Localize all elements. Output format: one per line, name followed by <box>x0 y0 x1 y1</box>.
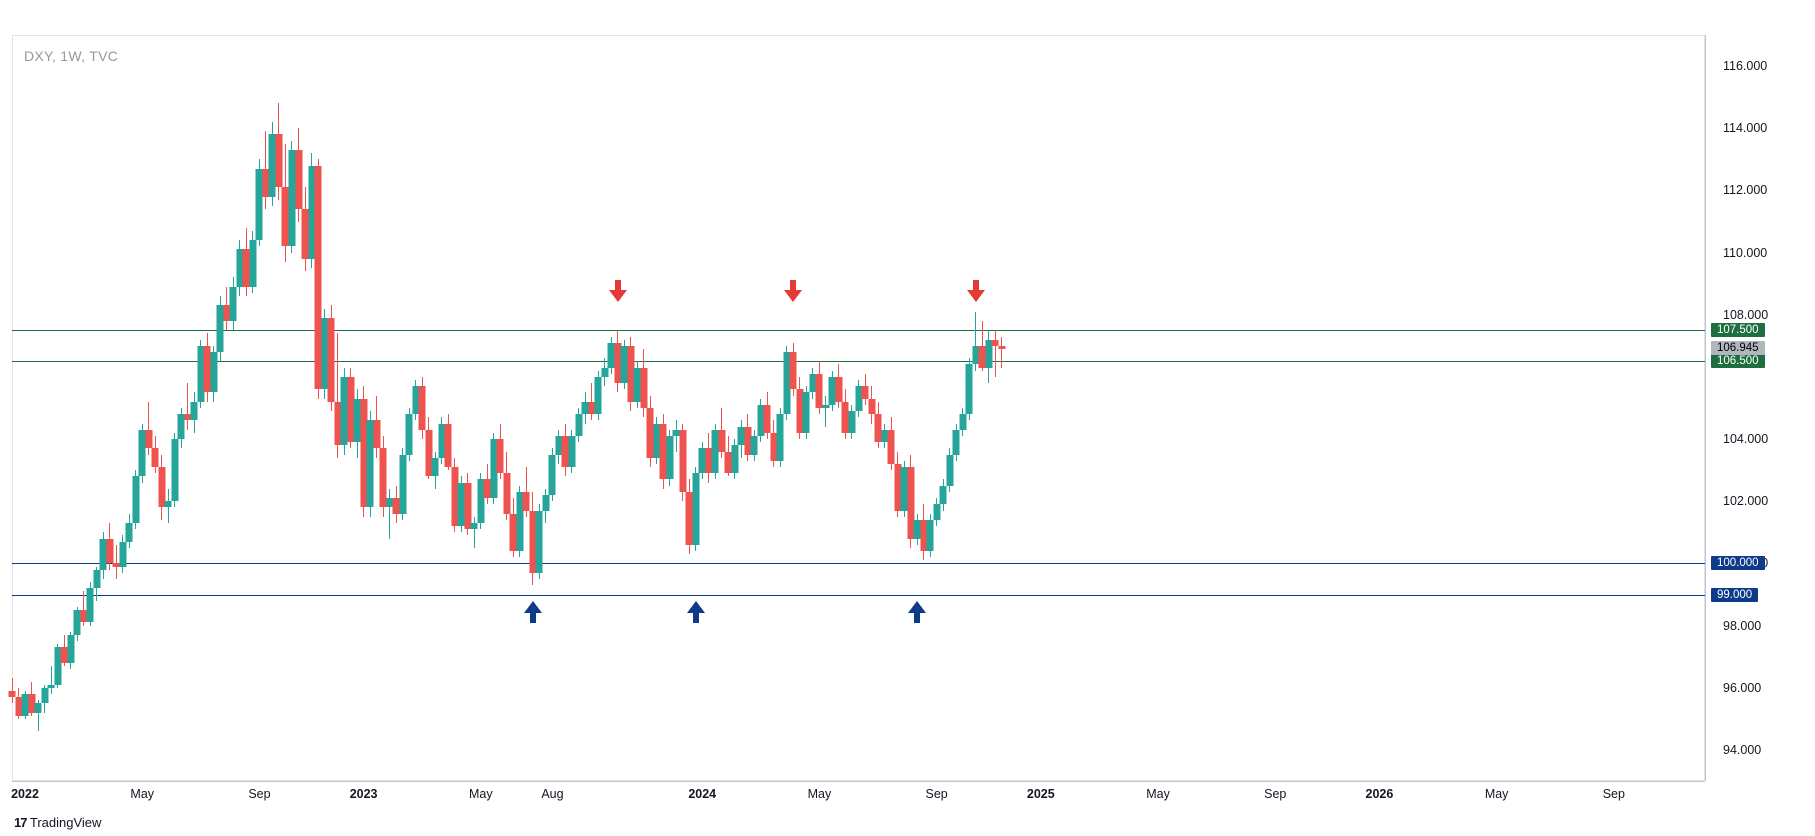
price-tick: 96.000 <box>1723 681 1761 695</box>
arrow-down-icon[interactable] <box>967 280 985 307</box>
line-price-label: 100.000 <box>1711 556 1765 570</box>
time-tick: May <box>808 787 832 801</box>
price-tick: 104.000 <box>1723 432 1768 446</box>
time-tick: Sep <box>248 787 270 801</box>
time-tick: May <box>469 787 493 801</box>
current-price-label: 106.945 <box>1711 341 1765 355</box>
price-tick: 112.000 <box>1723 183 1767 197</box>
price-tick: 98.000 <box>1723 619 1761 633</box>
time-tick: May <box>1485 787 1509 801</box>
arrow-up-icon[interactable] <box>687 601 705 628</box>
line-price-label: 106.500 <box>1711 354 1765 368</box>
horizontal-line[interactable] <box>12 361 1705 362</box>
candle[interactable] <box>692 467 699 551</box>
horizontal-line[interactable] <box>12 563 1705 564</box>
price-tick: 108.000 <box>1723 308 1768 322</box>
arrow-up-icon[interactable] <box>908 601 926 628</box>
time-tick: May <box>130 787 154 801</box>
time-tick: 2022 <box>11 787 39 801</box>
tradingview-logo-icon: 17 <box>14 815 26 830</box>
horizontal-line[interactable] <box>12 595 1705 596</box>
line-price-label: 99.000 <box>1711 588 1758 602</box>
time-tick: 2025 <box>1027 787 1055 801</box>
symbol-label: DXY, 1W, TVC <box>24 48 118 64</box>
watermark-text: TradingView <box>30 815 102 830</box>
arrow-down-icon[interactable] <box>784 280 802 307</box>
candle[interactable] <box>998 337 1005 368</box>
price-tick: 114.000 <box>1723 121 1767 135</box>
time-tick: Sep <box>926 787 948 801</box>
time-tick: Sep <box>1603 787 1625 801</box>
arrow-down-icon[interactable] <box>609 280 627 307</box>
line-price-label: 107.500 <box>1711 323 1765 337</box>
time-tick: 2026 <box>1366 787 1394 801</box>
horizontal-line[interactable] <box>12 330 1705 331</box>
price-tick: 94.000 <box>1723 743 1761 757</box>
trading-chart[interactable]: DXY, 1W, TVC 17 TradingView 116.000 114.0… <box>0 0 1815 836</box>
time-tick: Sep <box>1264 787 1286 801</box>
price-tick: 102.000 <box>1723 494 1768 508</box>
time-tick: 2023 <box>350 787 378 801</box>
time-tick: May <box>1146 787 1170 801</box>
arrow-up-icon[interactable] <box>524 601 542 628</box>
time-tick: Aug <box>541 787 563 801</box>
price-axis[interactable] <box>1705 35 1815 781</box>
tradingview-watermark: 17 TradingView <box>14 815 101 830</box>
time-tick: 2024 <box>688 787 716 801</box>
price-tick: 110.000 <box>1723 246 1767 260</box>
price-tick: 116.000 <box>1723 59 1767 73</box>
